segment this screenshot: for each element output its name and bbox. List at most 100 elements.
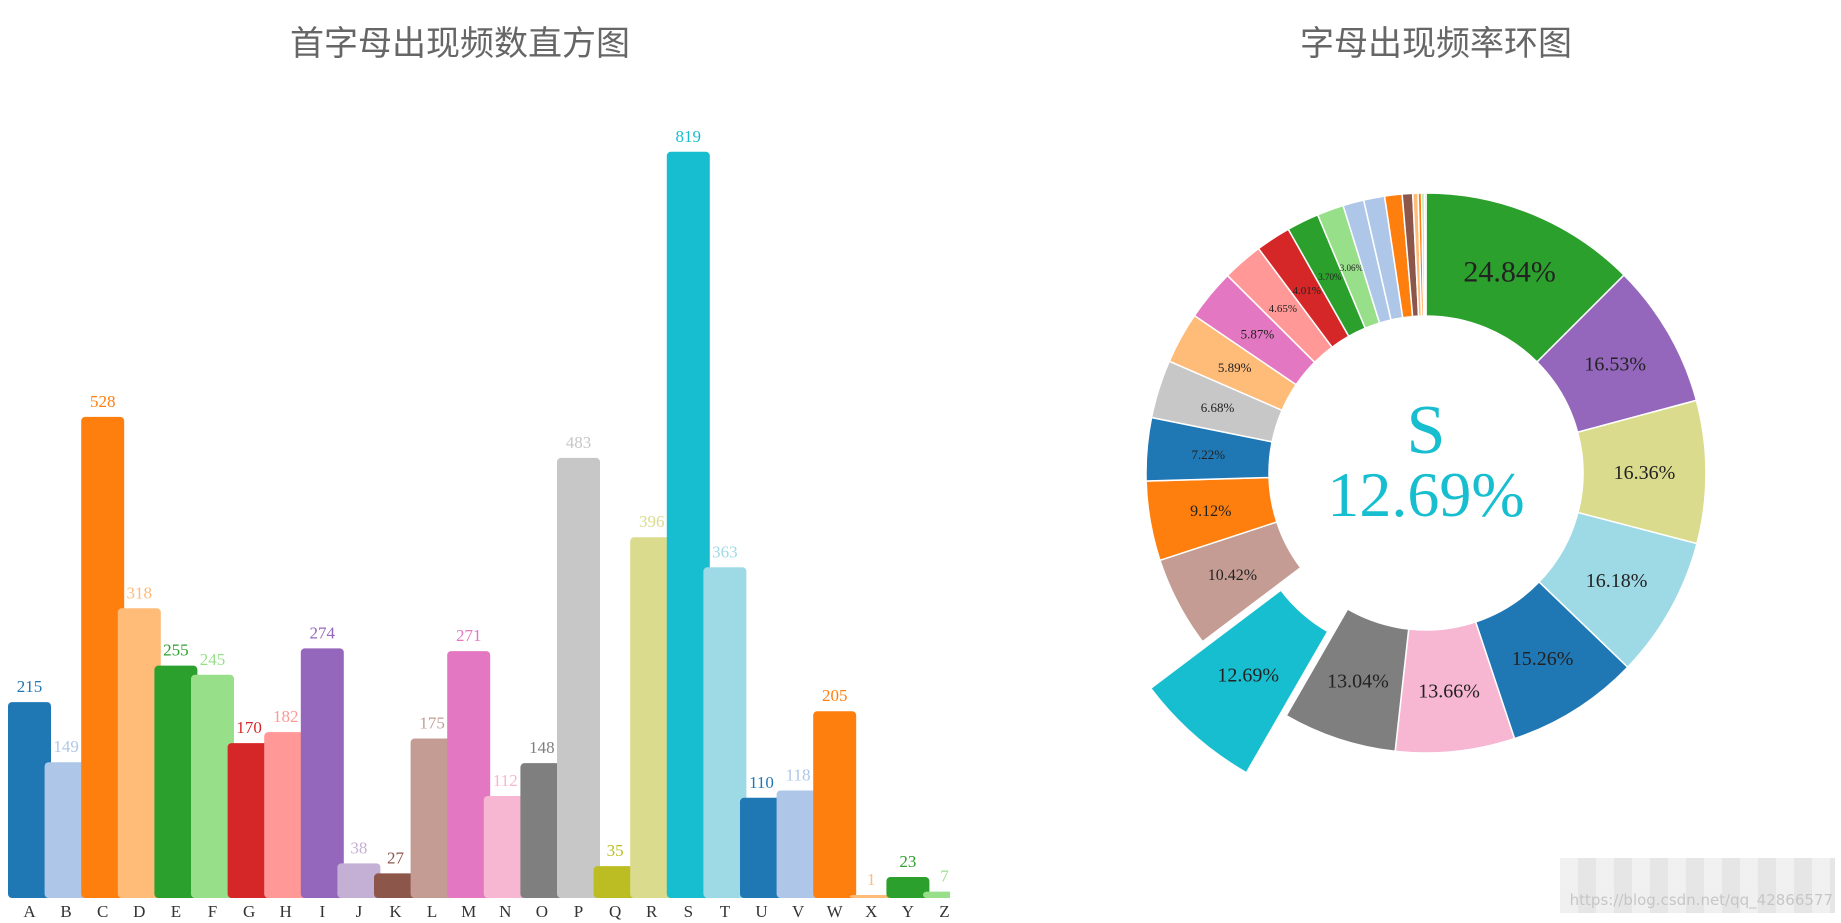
value-label-J: 38 [350, 838, 367, 857]
donut-slice-8[interactable] [1149, 589, 1329, 774]
value-label-F: 245 [200, 650, 226, 669]
bar-H[interactable] [264, 732, 308, 898]
value-label-L: 175 [419, 714, 445, 733]
value-label-S: 819 [676, 127, 702, 146]
bar-V[interactable] [776, 790, 820, 898]
tick-label-T: T [720, 902, 731, 921]
bar-S[interactable] [666, 151, 710, 899]
slice-label-15: 4.65% [1269, 303, 1297, 315]
slice-label-6: 13.66% [1418, 680, 1480, 702]
bar-K[interactable] [374, 873, 417, 898]
value-label-Q: 35 [607, 841, 624, 860]
watermark: https://blog.csdn.net/qq_42866577 [1560, 858, 1835, 913]
tick-label-K: K [389, 902, 402, 921]
value-label-V: 118 [786, 765, 811, 784]
tick-label-P: P [574, 902, 583, 921]
bar-E[interactable] [154, 665, 198, 898]
bar-Y[interactable] [886, 877, 930, 898]
value-label-T: 363 [712, 542, 738, 561]
bar-N[interactable] [483, 795, 527, 898]
slice-label-11: 7.22% [1191, 447, 1225, 462]
bar-chart: 215 A 149 B 528 C 318 D 255 E 245 F 170 G 182 H 274 I 38 J 2… [8, 127, 950, 921]
tick-label-L: L [427, 902, 437, 921]
bar-G[interactable] [227, 743, 271, 898]
bar-T[interactable] [703, 567, 747, 898]
tick-label-R: R [646, 902, 658, 921]
bar-P[interactable] [557, 457, 600, 898]
slice-label-13: 5.89% [1218, 360, 1252, 375]
value-label-H: 182 [273, 707, 299, 726]
tick-label-X: X [865, 902, 877, 921]
bar-J[interactable] [337, 863, 381, 898]
bar-I[interactable] [300, 648, 344, 898]
slice-label-3: 16.36% [1614, 462, 1676, 484]
slice-label-12: 6.68% [1201, 400, 1235, 415]
tick-label-H: H [280, 902, 292, 921]
donut-center-letter: S [1407, 392, 1446, 469]
donut-center-value: 12.69% [1327, 459, 1524, 530]
bar-F[interactable] [191, 674, 234, 898]
tick-label-J: J [356, 902, 363, 921]
tick-label-D: D [133, 902, 145, 921]
tick-label-G: G [243, 902, 255, 921]
value-label-X: 1 [867, 870, 876, 889]
bar-B[interactable] [44, 762, 88, 898]
bar-Q[interactable] [593, 866, 637, 898]
value-label-K: 27 [387, 848, 405, 867]
tick-label-V: V [792, 902, 805, 921]
slice-label-5: 15.26% [1512, 648, 1574, 670]
bar-L[interactable] [410, 738, 454, 898]
bar-W[interactable] [813, 711, 857, 898]
bar-X[interactable] [849, 895, 893, 898]
tick-label-F: F [208, 902, 217, 921]
value-label-B: 149 [53, 737, 79, 756]
slice-label-1: 24.84% [1463, 256, 1556, 289]
slice-label-2: 16.53% [1584, 354, 1646, 376]
bar-M[interactable] [447, 651, 491, 898]
value-label-Y: 23 [899, 852, 916, 871]
bar-O[interactable] [520, 763, 564, 898]
slice-label-10: 9.12% [1190, 503, 1231, 520]
tick-label-E: E [171, 902, 181, 921]
slice-label-14: 5.87% [1241, 326, 1275, 341]
tick-label-C: C [97, 902, 108, 921]
tick-label-Y: Y [902, 902, 914, 921]
value-label-N: 112 [493, 771, 518, 790]
slice-label-16: 4.01% [1292, 285, 1320, 297]
tick-label-B: B [60, 902, 71, 921]
watermark-text: https://blog.csdn.net/qq_42866577 [1569, 891, 1833, 909]
slice-label-18: 3.06% [1340, 263, 1364, 273]
tick-label-A: A [23, 902, 36, 921]
slice-label-7: 13.04% [1327, 671, 1389, 693]
bar-A[interactable] [8, 702, 51, 898]
value-label-D: 318 [127, 583, 153, 602]
tick-label-U: U [755, 902, 767, 921]
tick-label-N: N [499, 902, 511, 921]
value-label-E: 255 [163, 641, 189, 660]
tick-label-I: I [319, 902, 325, 921]
bar-chart-title: 首字母出现频数直方图 [290, 24, 630, 64]
value-label-I: 274 [310, 623, 336, 642]
value-label-C: 528 [90, 392, 116, 411]
value-label-U: 110 [749, 773, 774, 792]
donut-slice-26[interactable] [1423, 192, 1427, 317]
tick-label-Z: Z [939, 902, 949, 921]
slice-label-4: 16.18% [1586, 570, 1648, 592]
tick-label-Q: Q [609, 902, 621, 921]
bar-R[interactable] [630, 537, 674, 898]
value-label-O: 148 [529, 738, 555, 757]
tick-label-W: W [827, 902, 844, 921]
value-label-M: 271 [456, 626, 482, 645]
value-label-P: 483 [566, 433, 592, 452]
bar-C[interactable] [81, 416, 125, 898]
value-label-W: 205 [822, 686, 848, 705]
donut-slice-7[interactable] [1285, 608, 1410, 753]
bar-D[interactable] [117, 608, 161, 898]
tick-label-O: O [536, 902, 548, 921]
bar-Z[interactable] [923, 891, 950, 898]
slice-label-17: 3.70% [1318, 272, 1342, 282]
bar-U[interactable] [740, 797, 783, 898]
tick-label-M: M [461, 902, 476, 921]
value-label-R: 396 [639, 512, 665, 531]
